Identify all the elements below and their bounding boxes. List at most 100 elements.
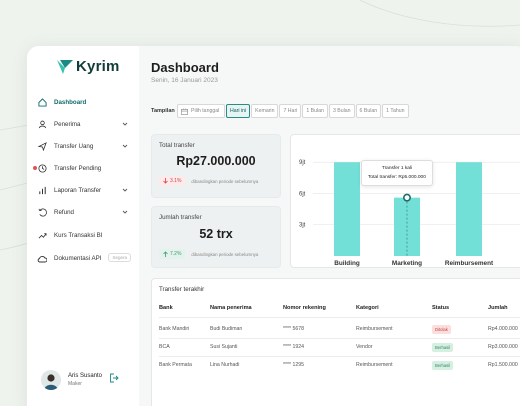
trend-note: dibandingkan periode sebelumnya [191,251,259,257]
user-role: Maker [68,381,82,387]
total-transfer-label: Total transfer [159,142,195,149]
cell-name: Susi Sujanti [210,344,238,350]
app-logo[interactable]: Kyrim [57,58,120,75]
app-name: Kyrim [76,58,120,75]
chevron-down-icon [122,144,128,148]
clock-icon [37,163,47,173]
cell-amount: Rp1.500.000 [488,362,518,368]
column-header-bank: Bank [159,305,173,311]
sidebar-item-penerima[interactable]: Penerima [37,116,133,132]
cell-category: Reimbursement [356,362,393,368]
cell-account: **** 5678 [283,326,305,332]
column-header-category: Kategori [356,305,379,311]
column-header-amount: Jumlah [488,305,508,311]
cell-bank: Bank Mandiri [159,326,190,332]
home-icon [37,97,47,107]
sidebar-item-label: Refund [54,208,74,216]
trend-note: dibandingkan periode sebelumnya [191,178,259,184]
bar-building[interactable] [334,162,360,256]
transfer-count-card: Jumlah transfer 52 trx 7.2% dibandingkan… [151,206,281,268]
user-icon [37,119,47,129]
period-filter: Pilih tanggal Hari ini Kemarin 7 Hari 1 … [177,104,410,118]
sidebar-item-laporan-transfer[interactable]: Laporan Transfer [37,182,133,198]
tooltip-line-2: Total transfer: Rp5.000.000 [368,175,426,180]
cloud-icon [37,253,47,263]
sidebar-item-label: Laporan Transfer [54,186,102,194]
notification-dot [33,166,37,170]
user-profile[interactable]: Aris Susanto Maker [41,370,102,390]
chevron-down-icon [122,188,128,192]
chevron-down-icon [122,122,128,126]
chevron-down-icon [122,210,128,214]
cell-name: Budi Budiman [210,326,243,332]
page-date: Senin, 16 Januari 2023 [151,77,218,84]
sidebar-item-transfer-pending[interactable]: Transfer Pending [33,160,133,176]
transfer-count-trend: 7.2% dibandingkan periode sebelumnya [159,249,258,259]
hover-point [403,193,412,202]
cell-bank: Bank Permata [159,362,192,368]
arrow-down-icon [163,178,168,184]
filter-6-months[interactable]: 6 Bulan [355,104,382,118]
category-chart-card: 9jt 6jt 3jt Building Marketing Reimbursement … [290,134,520,268]
transfer-count-value: 52 trx [199,227,233,241]
sidebar-item-refund[interactable]: Refund [37,204,133,220]
sidebar-item-dokumentasi-api[interactable]: Dokumentasi API Segera [37,250,133,266]
chart-tooltip: Transfer 1 kali Total transfer: Rp5.000.… [361,160,433,186]
filter-7-days[interactable]: 7 Hari [279,104,302,118]
cell-category: Vendor [356,344,373,350]
app-window: Kyrim Dashboard Penerima Transfer Uang [27,46,520,406]
sidebar-item-transfer-uang[interactable]: Transfer Uang [37,138,133,154]
category-bar-chart: 9jt 6jt 3jt Building Marketing Reimbursement [299,160,520,267]
trend-down-badge: 3.1% [159,176,186,186]
sidebar-item-label: Transfer Uang [54,142,94,150]
sidebar-item-kurs-transaksi-bi[interactable]: Kurs Transaksi BI [37,227,133,243]
main-content: Dashboard Senin, 16 Januari 2023 Tampila… [139,46,520,406]
sidebar-item-label: Dokumentasi API [54,254,102,262]
total-transfer-value: Rp27.000.000 [176,154,256,168]
filter-1-month[interactable]: 1 Bulan [302,104,328,118]
date-picker-placeholder: Pilih tanggal [191,108,220,114]
avatar [41,370,61,390]
logout-icon[interactable] [109,373,119,383]
status-badge: Berhasil [432,343,454,352]
recent-transfers-table: Transfer terakhir Bank Nama penerima Nom… [151,278,520,406]
trend-up-badge: 7.2% [159,249,186,259]
filter-1-year[interactable]: 1 Tahun [382,104,409,118]
column-header-name: Nama penerima [210,305,252,311]
total-transfer-trend: 3.1% dibandingkan periode sebelumnya [159,176,258,186]
cell-account: **** 1924 [283,344,305,350]
column-header-account: Nomor rekening [283,305,326,311]
sidebar-item-label: Kurs Transaksi BI [54,231,103,239]
filter-today[interactable]: Hari ini [226,104,251,118]
coming-soon-badge: Segera [108,253,131,262]
sidebar-item-dashboard[interactable]: Dashboard [37,94,133,110]
cell-bank: BCA [159,344,170,350]
total-transfer-card: Total transfer Rp27.000.000 3.1% dibandi… [151,134,281,198]
filter-3-months[interactable]: 3 Bulan [328,104,355,118]
status-badge: Ditolak [432,325,451,334]
sidebar: Kyrim Dashboard Penerima Transfer Uang [27,46,139,406]
cell-amount: Rp3.000.000 [488,344,518,350]
status-badge: Berhasil [432,361,454,370]
divider [159,317,520,318]
x-category-label: Marketing [392,260,422,267]
bar-reimbursement[interactable] [456,162,482,256]
arrow-up-icon [163,251,168,257]
date-picker[interactable]: Pilih tanggal [177,104,225,118]
filter-yesterday[interactable]: Kemarin [251,104,279,118]
tooltip-line-1: Transfer 1 kali [381,166,413,171]
kyrim-logo-icon [57,59,73,74]
sidebar-item-label: Transfer Pending [54,164,102,172]
x-category-label: Reimbursement [445,260,494,267]
trend-icon [37,230,47,240]
cell-amount: Rp4.000.000 [488,326,518,332]
y-tick-label: 9jt [299,160,306,166]
y-tick-label: 6jt [299,191,306,197]
cell-name: Lina Nurhadi [210,362,240,368]
divider [159,338,520,339]
send-icon [37,141,47,151]
x-category-label: Building [334,260,360,267]
table-title: Transfer terakhir [159,286,205,293]
divider [159,356,520,357]
page-title: Dashboard [151,60,219,75]
